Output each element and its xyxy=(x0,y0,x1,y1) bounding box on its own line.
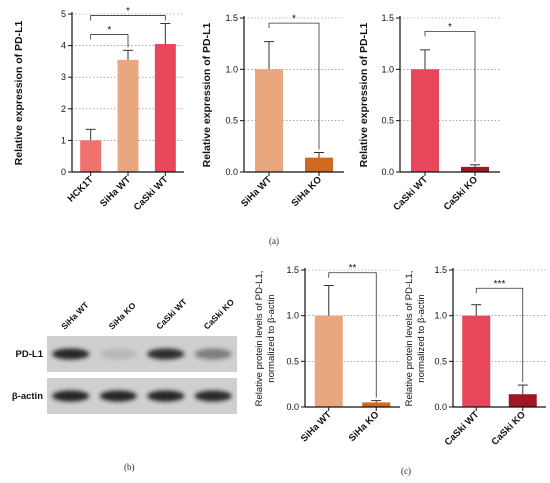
bar-caski-ko xyxy=(461,166,489,172)
y-tick-label: 1.0 xyxy=(381,64,394,74)
y-tick-label: 0.0 xyxy=(381,167,394,177)
y-axis-label: normalized to β-actin xyxy=(416,294,427,382)
bar-siha-wt xyxy=(117,59,139,172)
significance-label: *** xyxy=(494,279,506,290)
x-tick-label-siha-wt: SiHa WT xyxy=(239,174,274,209)
x-tick-label-caski-wt: CaSki WT xyxy=(391,174,430,213)
y-tick-label: 1.0 xyxy=(286,311,299,321)
caption-c: (c) xyxy=(401,466,411,476)
significance-label: * xyxy=(448,22,452,33)
chart-pdl1-protein-caski: 0.0 0.5 1.0 1.5 CaSki WT CaSki KO *** Relative … xyxy=(404,265,546,448)
y-axis-label: Relative protein levels of PD-L1, xyxy=(404,271,415,407)
significance-bracket xyxy=(268,22,320,150)
chart-pdl1-protein-siha: 0.0 0.5 1.0 1.5 SiHa WT SiHa KO ** Relative pro… xyxy=(254,263,400,444)
blot-band-pd-l1-caski-wt xyxy=(147,348,185,360)
blot-lane-label-siha-ko: SiHa KO xyxy=(107,300,138,331)
y-tick-label: 0.0 xyxy=(225,167,238,177)
y-axis-label: Relative expression of PD-L1 xyxy=(201,22,213,167)
significance-label: * xyxy=(292,14,296,25)
y-axis-label: Relative expression of PD-L1 xyxy=(358,22,370,167)
x-tick-label-caski-ko: CaSki KO xyxy=(442,174,480,212)
caption-b: (b) xyxy=(124,462,135,472)
chart-pdl1-expression-caski: 0.0 0.5 1.0 1.5 CaSki WT CaSki KO * Relative ex… xyxy=(358,13,500,213)
significance-bracket xyxy=(475,287,524,383)
chart-pdl1-expression-siha: 0.0 0.5 1.0 1.5 SiHa WT SiHa KO * Relative expr… xyxy=(201,13,344,209)
bar-caski-wt xyxy=(411,69,439,172)
y-tick-label: 1.5 xyxy=(286,265,299,275)
x-tick-label-hck1t: HCK1T xyxy=(66,174,96,204)
y-tick-label: 0.5 xyxy=(286,356,299,366)
x-tick-label-caski-wt: CaSki WT xyxy=(132,174,171,213)
y-tick-label: 0.5 xyxy=(434,356,447,366)
y-tick-label: 1 xyxy=(61,135,66,145)
bar-hck1t xyxy=(80,140,102,172)
y-axis-label: Relative expression of PD-L1 xyxy=(13,20,25,165)
significance-label: * xyxy=(107,25,111,36)
x-tick-label-siha-wt: SiHa WT xyxy=(299,409,334,444)
significance-bracket xyxy=(90,34,129,48)
x-tick-label-siha-ko: SiHa KO xyxy=(289,174,324,209)
blot-band-actin-siha-ko xyxy=(99,390,137,402)
blot-band-pd-l1-siha-wt xyxy=(52,348,90,360)
y-tick-label: 3 xyxy=(61,72,66,82)
x-tick-label-siha-wt: SiHa WT xyxy=(98,174,133,209)
blot-row-label-pd-l1: PD-L1 xyxy=(16,349,44,360)
significance-label: ** xyxy=(349,263,357,274)
western-blot: PD-L1 β-actin SiHa WT SiHa KO CaSki WT CaSki … xyxy=(12,296,237,414)
bar-siha-wt xyxy=(255,69,283,172)
y-tick-label: 1.5 xyxy=(225,13,238,23)
blot-lane-label-caski-wt: CaSki WT xyxy=(154,296,189,331)
bar-caski-wt xyxy=(154,44,176,172)
significance-bracket xyxy=(90,15,166,21)
y-tick-label: 0.0 xyxy=(434,402,447,412)
y-tick-label: 1.5 xyxy=(381,13,394,23)
caption-a: (a) xyxy=(269,236,279,246)
blot-lane-label-caski-ko: CaSki KO xyxy=(202,297,237,332)
y-tick-label: 5 xyxy=(61,9,66,19)
y-tick-label: 2 xyxy=(61,104,66,114)
bar-siha-ko xyxy=(362,402,391,407)
bar-siha-ko xyxy=(305,157,333,172)
blot-band-actin-caski-ko xyxy=(194,390,232,402)
y-axis-label: Relative protein levels of PD-L1, xyxy=(254,271,265,407)
blot-lane-label-siha-wt: SiHa WT xyxy=(59,299,91,331)
y-tick-label: 0 xyxy=(61,167,66,177)
significance-bracket xyxy=(424,30,476,162)
y-tick-label: 0.5 xyxy=(225,116,238,126)
bar-caski-wt xyxy=(462,315,491,407)
y-axis-label: normalized to β-actin xyxy=(266,294,277,382)
x-tick-label-caski-wt: CaSki WT xyxy=(443,409,482,448)
blot-row-label-actin: β-actin xyxy=(12,391,43,402)
y-tick-label: 1.0 xyxy=(434,311,447,321)
blot-band-actin-caski-wt xyxy=(147,390,185,402)
significance-label: * xyxy=(126,6,130,17)
blot-band-pd-l1-caski-ko xyxy=(194,348,232,360)
blot-band-pd-l1-siha-ko xyxy=(99,348,137,360)
significance-bracket xyxy=(328,272,377,398)
y-tick-label: 1.5 xyxy=(434,265,447,275)
bar-siha-wt xyxy=(314,315,343,407)
x-tick-label-caski-ko: CaSki KO xyxy=(489,409,527,447)
y-tick-label: 4 xyxy=(61,41,66,51)
y-tick-label: 0.5 xyxy=(381,116,394,126)
y-tick-label: 1.0 xyxy=(225,64,238,74)
bar-caski-ko xyxy=(508,394,537,407)
x-tick-label-siha-ko: SiHa KO xyxy=(347,409,382,444)
blot-band-actin-siha-wt xyxy=(52,390,90,402)
y-tick-label: 0.0 xyxy=(286,402,299,412)
